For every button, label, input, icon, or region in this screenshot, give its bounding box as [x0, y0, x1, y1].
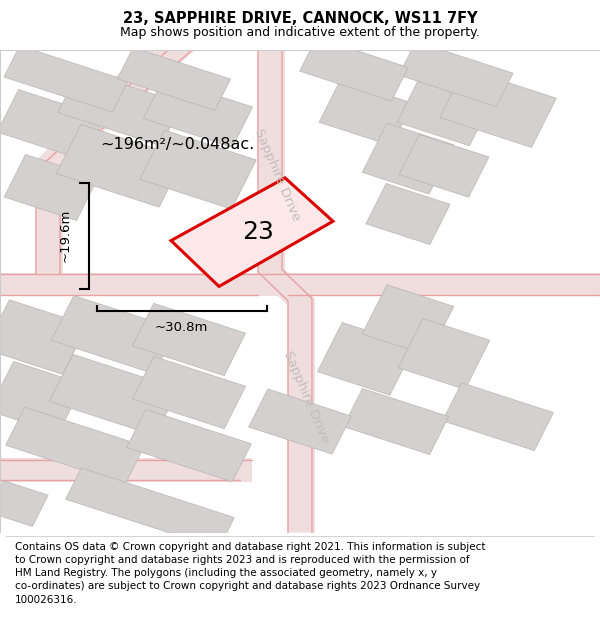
- Polygon shape: [65, 468, 235, 549]
- Polygon shape: [171, 178, 333, 286]
- Polygon shape: [4, 46, 128, 112]
- Polygon shape: [343, 389, 449, 454]
- Polygon shape: [58, 70, 182, 146]
- Polygon shape: [36, 50, 195, 273]
- Text: 23: 23: [242, 219, 274, 244]
- Polygon shape: [140, 130, 256, 209]
- Polygon shape: [0, 273, 600, 296]
- Polygon shape: [299, 38, 409, 101]
- Text: Contains OS data © Crown copyright and database right 2021. This information is : Contains OS data © Crown copyright and d…: [15, 542, 485, 604]
- Polygon shape: [399, 41, 513, 107]
- Polygon shape: [440, 68, 556, 148]
- Text: 23, SAPPHIRE DRIVE, CANNOCK, WS11 7FY: 23, SAPPHIRE DRIVE, CANNOCK, WS11 7FY: [122, 11, 478, 26]
- Polygon shape: [398, 319, 490, 389]
- Polygon shape: [52, 296, 176, 374]
- Polygon shape: [118, 48, 230, 111]
- Polygon shape: [0, 361, 83, 433]
- Polygon shape: [443, 382, 553, 451]
- Polygon shape: [49, 354, 179, 436]
- Text: Sapphire Drive: Sapphire Drive: [281, 349, 331, 446]
- Polygon shape: [0, 89, 105, 160]
- Polygon shape: [319, 80, 413, 146]
- Polygon shape: [4, 154, 98, 221]
- Polygon shape: [362, 285, 454, 356]
- Text: ~30.8m: ~30.8m: [155, 321, 208, 334]
- Text: ~19.6m: ~19.6m: [58, 209, 71, 262]
- Polygon shape: [0, 458, 252, 482]
- Polygon shape: [5, 408, 145, 484]
- Polygon shape: [366, 184, 450, 244]
- Text: ~196m²/~0.048ac.: ~196m²/~0.048ac.: [100, 137, 254, 152]
- Polygon shape: [0, 300, 88, 374]
- Polygon shape: [397, 80, 491, 146]
- Polygon shape: [143, 78, 253, 148]
- Text: Sapphire Drive: Sapphire Drive: [253, 127, 303, 224]
- Polygon shape: [258, 50, 315, 532]
- Polygon shape: [249, 389, 351, 454]
- Polygon shape: [399, 134, 489, 198]
- Polygon shape: [133, 356, 245, 429]
- Text: Map shows position and indicative extent of the property.: Map shows position and indicative extent…: [120, 26, 480, 39]
- Polygon shape: [133, 303, 245, 376]
- Polygon shape: [362, 123, 454, 194]
- Polygon shape: [0, 481, 48, 526]
- Polygon shape: [127, 409, 251, 482]
- Polygon shape: [317, 322, 415, 395]
- Polygon shape: [56, 124, 184, 207]
